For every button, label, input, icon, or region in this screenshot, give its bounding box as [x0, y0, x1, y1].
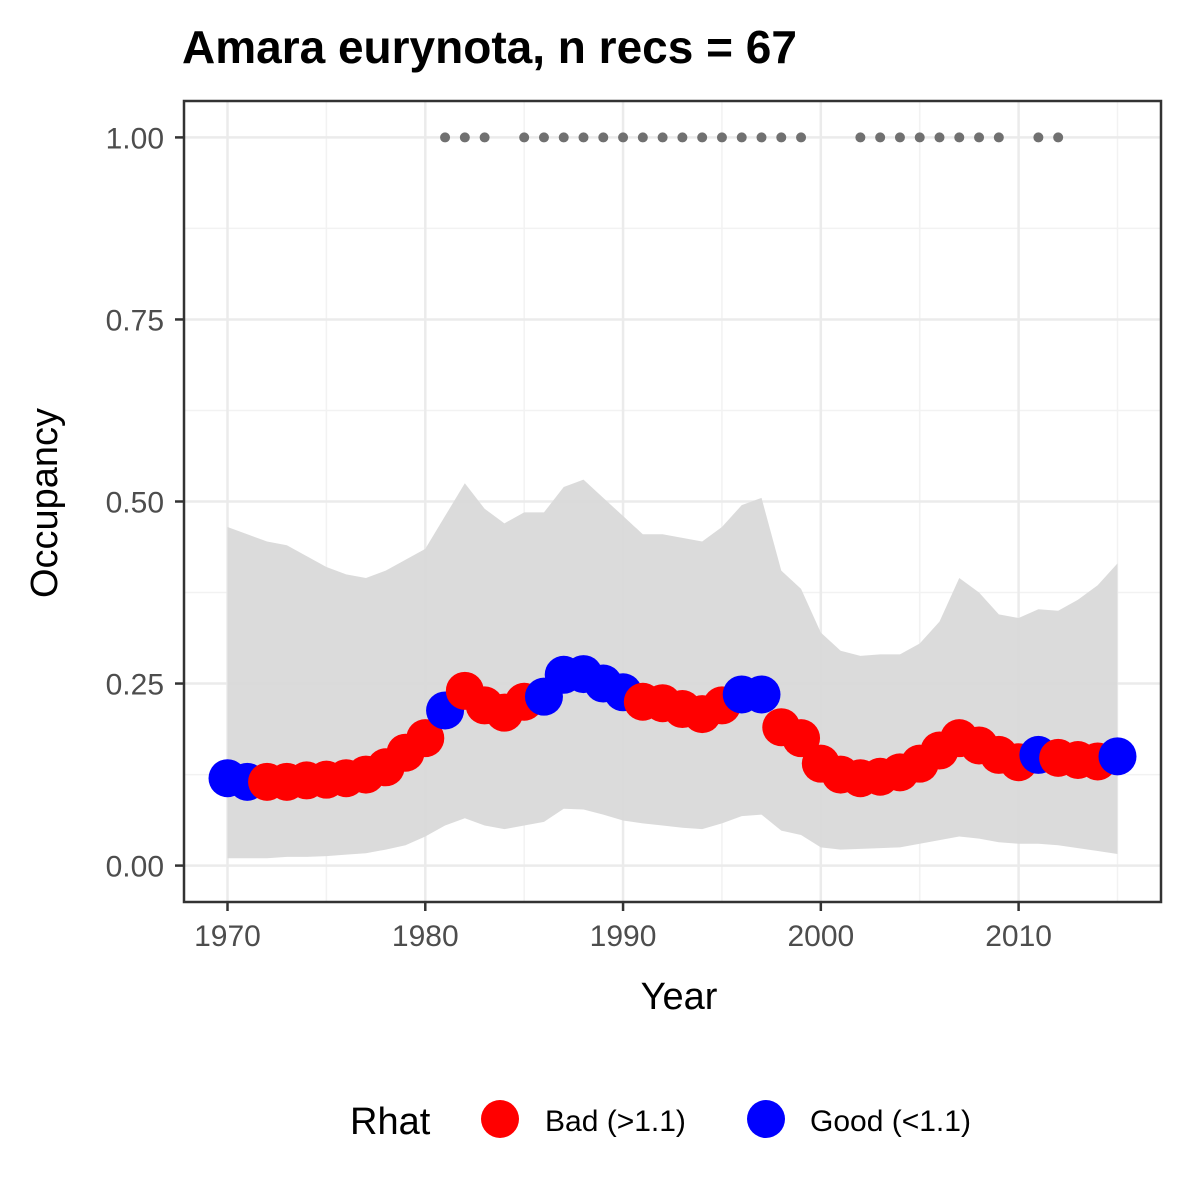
- record-mark-2011: [1033, 132, 1044, 143]
- record-mark-1985: [519, 132, 530, 143]
- record-mark-2002: [855, 132, 866, 143]
- record-mark-1983: [479, 132, 490, 143]
- x-axis-title: Year: [641, 976, 718, 1018]
- record-mark-1991: [637, 132, 648, 143]
- record-mark-1999: [796, 132, 807, 143]
- y-axis: 0.00 0.25 0.50 0.75 1.00: [106, 122, 184, 884]
- record-mark-1982: [459, 132, 470, 143]
- y-tick-label: 0.75: [106, 304, 164, 337]
- record-mark-1989: [598, 132, 609, 143]
- legend: Rhat Bad (>1.1) Good (<1.1): [350, 1100, 971, 1143]
- record-mark-1981: [440, 132, 451, 143]
- record-mark-2005: [914, 132, 925, 143]
- legend-bad-swatch: [481, 1100, 519, 1138]
- y-tick-label: 1.00: [106, 122, 164, 155]
- y-tick-label: 0.50: [106, 487, 164, 520]
- record-mark-2006: [934, 132, 945, 143]
- occupancy-points-layer: [208, 655, 1137, 801]
- record-mark-2004: [894, 132, 905, 143]
- occupancy-point-1997: [742, 675, 781, 714]
- record-mark-1997: [756, 132, 767, 143]
- record-mark-2009: [993, 132, 1004, 143]
- record-mark-2007: [954, 132, 965, 143]
- record-mark-1992: [657, 132, 668, 143]
- record-mark-1994: [697, 132, 708, 143]
- record-mark-2003: [875, 132, 886, 143]
- record-mark-2012: [1053, 132, 1064, 143]
- x-tick-label: 1970: [194, 920, 261, 953]
- legend-title: Rhat: [350, 1101, 431, 1143]
- y-tick-label: 0.00: [106, 851, 164, 884]
- x-tick-label: 1990: [590, 920, 657, 953]
- x-axis: 1970 1980 1990 2000 2010: [194, 902, 1052, 953]
- occupancy-point-1999: [782, 719, 821, 758]
- y-axis-title: Occupancy: [24, 408, 66, 598]
- record-mark-1986: [538, 132, 549, 143]
- record-marks-layer: [440, 132, 1064, 143]
- record-mark-1995: [716, 132, 727, 143]
- record-mark-2008: [974, 132, 985, 143]
- y-tick-label: 0.25: [106, 669, 164, 702]
- occupancy-point-1980: [406, 719, 445, 758]
- occupancy-point-2015: [1098, 737, 1137, 776]
- chart-title: Amara eurynota, n recs = 67: [182, 21, 797, 73]
- x-tick-label: 1980: [392, 920, 459, 953]
- record-mark-1998: [776, 132, 787, 143]
- record-mark-1988: [578, 132, 589, 143]
- legend-good-swatch: [747, 1100, 785, 1138]
- record-mark-1987: [558, 132, 569, 143]
- x-tick-label: 2000: [787, 920, 854, 953]
- legend-good-label: Good (<1.1): [810, 1105, 971, 1138]
- record-mark-1990: [618, 132, 629, 143]
- legend-bad-label: Bad (>1.1): [545, 1105, 686, 1138]
- record-mark-1993: [677, 132, 688, 143]
- record-mark-1996: [736, 132, 747, 143]
- x-tick-label: 2010: [985, 920, 1052, 953]
